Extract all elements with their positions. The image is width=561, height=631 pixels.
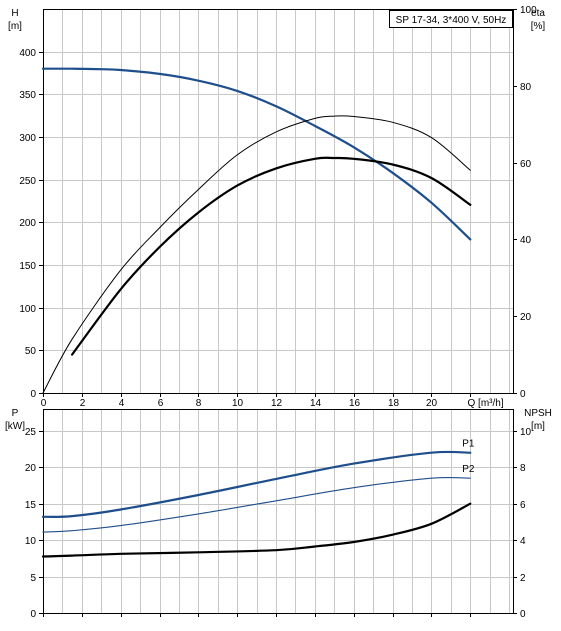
right-axis-tick-label: 0 [520, 609, 526, 620]
left-axis-tick-label: 300 [19, 133, 36, 144]
right-axis-title: NPSH [524, 408, 552, 419]
title-box-frame [389, 10, 513, 28]
right-axis-tick-label: 2 [520, 573, 526, 584]
left-axis-title: H [11, 8, 18, 19]
plot-frame [43, 9, 514, 394]
x-axis-tick-label: 8 [196, 398, 202, 409]
series-line-1-3 [71, 156, 472, 356]
x-axis-tick-label: 16 [349, 398, 361, 409]
x-axis-tick-label: 12 [271, 398, 283, 409]
series-label-p1: P1 [462, 439, 475, 450]
left-axis-tick-label: 10 [25, 536, 37, 547]
x-axis-tick-label: 14 [310, 398, 322, 409]
left-axis-tick-label: 5 [30, 573, 36, 584]
left-axis-tick-label: 100 [19, 304, 36, 315]
x-axis-title: Q [m³/h] [468, 398, 504, 409]
left-axis-tick-label: 250 [19, 176, 36, 187]
right-axis-tick-label: 4 [520, 536, 526, 547]
x-axis-tick-label: 6 [158, 398, 164, 409]
right-axis-tick-label: 100 [520, 5, 537, 16]
right-axis-tick-label: 20 [520, 312, 532, 323]
left-axis-tick-label: 50 [25, 346, 37, 357]
series-line-p2 [42, 476, 471, 533]
left-axis-tick-label: 200 [19, 218, 36, 229]
left-axis-tick-label: 400 [19, 48, 36, 59]
x-axis-tick-label: 10 [232, 398, 244, 409]
right-axis-tick-label: 0 [520, 389, 526, 400]
series-label-p2: P2 [462, 464, 475, 475]
chart-panel-2: P1 P2 [39, 409, 517, 617]
x-axis-tick-label: 18 [388, 398, 400, 409]
left-axis-tick-label: 20 [25, 463, 37, 474]
left-axis-tick-label: 0 [30, 389, 36, 400]
left-axis-tick-label: 0 [30, 609, 36, 620]
right-axis-tick-label: 60 [520, 159, 532, 170]
left-axis-tick-label: 350 [19, 90, 36, 101]
series-line-p1 [41, 450, 472, 518]
right-axis-unit: [%] [531, 21, 546, 32]
left-axis-tick-label: 150 [19, 261, 36, 272]
right-axis-unit: [m] [531, 421, 545, 432]
right-axis-tick-label: 80 [520, 82, 532, 93]
x-axis-tick-label: 2 [80, 398, 86, 409]
x-axis-tick-label: 20 [426, 398, 438, 409]
series-line-1-2 [42, 115, 471, 394]
right-axis-tick-label: 40 [520, 235, 532, 246]
x-axis-tick-label: 0 [41, 398, 47, 409]
series-line-1-1 [41, 67, 472, 241]
right-axis-tick-label: 10 [520, 427, 532, 438]
left-axis-unit: [m] [8, 21, 22, 32]
left-axis-title: P [12, 408, 19, 419]
right-axis-tick-label: 6 [520, 500, 526, 511]
left-axis-tick-label: 15 [25, 500, 37, 511]
right-axis-tick-label: 8 [520, 463, 526, 474]
left-axis-tick-label: 25 [25, 427, 37, 438]
x-axis-tick-label: 4 [119, 398, 125, 409]
chart-title: SP 17-34, 3*400 V, 50Hz [396, 15, 507, 26]
series-line-2-3 [41, 502, 472, 558]
right-axis-title: eta [531, 8, 545, 19]
chart-title-box: SP 17-34, 3*400 V, 50Hz [389, 10, 513, 28]
left-axis-unit: [kW] [5, 421, 25, 432]
chart-panel-1: SP 17-34, 3*400 V, 50Hz [39, 9, 517, 397]
plot-frame [43, 409, 514, 614]
